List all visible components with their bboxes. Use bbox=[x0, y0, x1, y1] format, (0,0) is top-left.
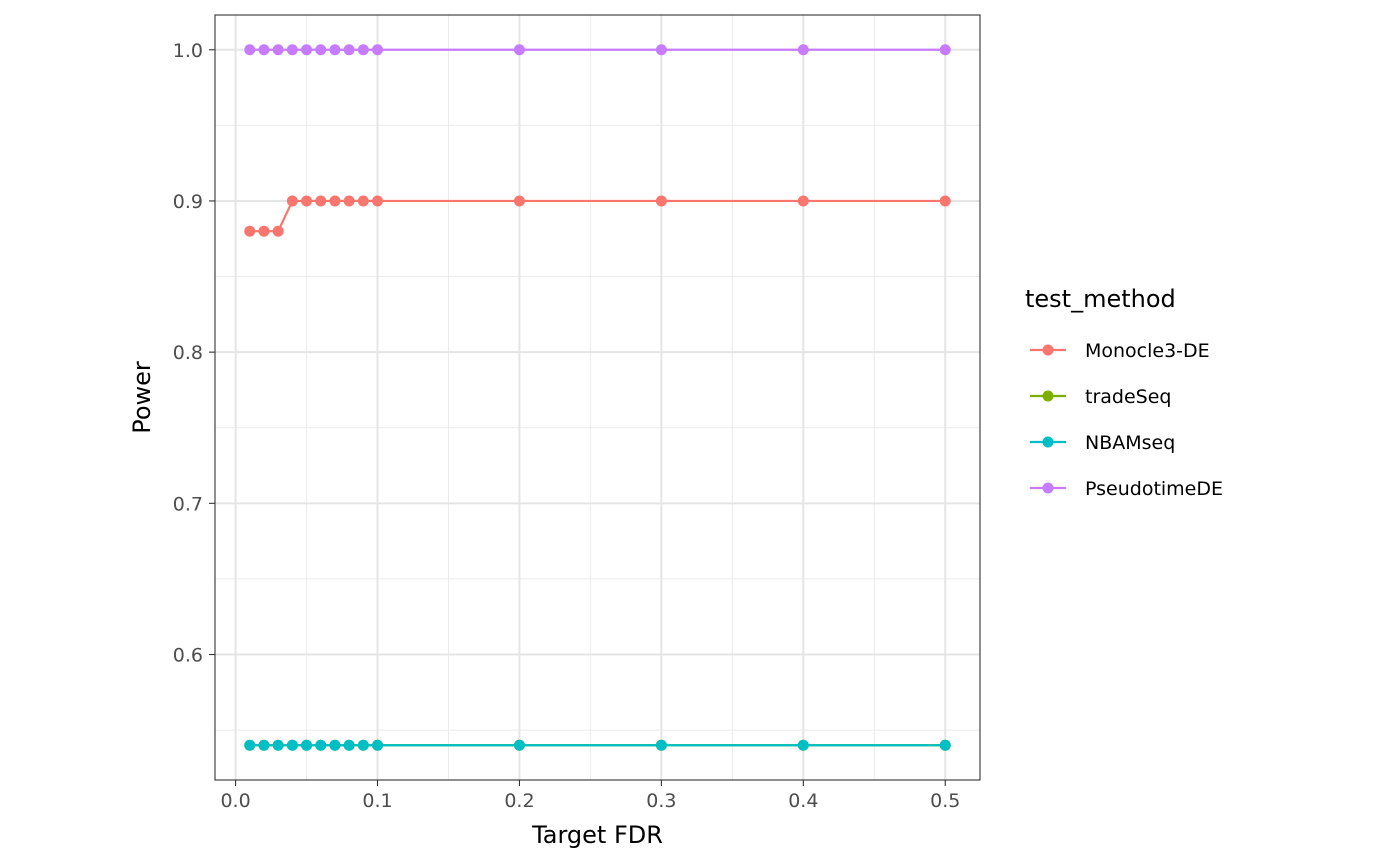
data-point bbox=[372, 195, 384, 207]
legend: test_method Monocle3-DE tradeSeq NBAMseq Ps… bbox=[1025, 285, 1223, 500]
legend-key-point bbox=[1042, 390, 1054, 402]
series-line bbox=[249, 199, 946, 233]
series-monocle3-de bbox=[244, 195, 951, 237]
data-point bbox=[329, 195, 341, 207]
data-point bbox=[286, 44, 298, 56]
data-point bbox=[315, 195, 327, 207]
x-axis-title: Target FDR bbox=[531, 821, 663, 849]
data-point bbox=[315, 739, 327, 751]
data-point bbox=[329, 44, 341, 56]
data-point bbox=[272, 225, 284, 237]
y-axis-title: Power bbox=[128, 361, 156, 434]
x-tick-label: 0.2 bbox=[504, 790, 534, 812]
legend-item: PseudotimeDE bbox=[1030, 478, 1223, 500]
x-tick-label: 0.1 bbox=[362, 790, 392, 812]
data-point bbox=[244, 739, 256, 751]
legend-items: Monocle3-DE tradeSeq NBAMseq PseudotimeDE bbox=[1030, 340, 1223, 500]
data-point bbox=[286, 195, 298, 207]
data-point bbox=[655, 44, 667, 56]
data-point bbox=[797, 195, 809, 207]
legend-label: Monocle3-DE bbox=[1085, 340, 1210, 362]
data-point bbox=[797, 44, 809, 56]
data-point bbox=[655, 195, 667, 207]
y-tick-label: 0.8 bbox=[173, 342, 203, 364]
x-axis: 0.0 0.1 0.2 0.3 0.4 0.5 bbox=[220, 780, 960, 812]
panel-border bbox=[214, 14, 981, 781]
data-point bbox=[655, 739, 667, 751]
data-point bbox=[329, 739, 341, 751]
x-tick-label: 0.3 bbox=[646, 790, 676, 812]
legend-title: test_method bbox=[1025, 285, 1176, 313]
data-point bbox=[315, 44, 327, 56]
data-point bbox=[939, 195, 951, 207]
legend-label: NBAMseq bbox=[1085, 432, 1175, 454]
data-point bbox=[939, 44, 951, 56]
data-point bbox=[372, 44, 384, 56]
data-point bbox=[244, 44, 256, 56]
major-gridlines bbox=[215, 15, 980, 780]
series-pseudotimede bbox=[244, 44, 951, 56]
legend-item: tradeSeq bbox=[1030, 386, 1171, 408]
series-layer bbox=[244, 44, 951, 751]
data-point bbox=[343, 44, 355, 56]
data-point bbox=[301, 195, 313, 207]
data-point bbox=[272, 739, 284, 751]
y-tick-label: 0.6 bbox=[173, 645, 203, 667]
legend-item: Monocle3-DE bbox=[1030, 340, 1210, 362]
x-tick-label: 0.5 bbox=[930, 790, 960, 812]
legend-label: tradeSeq bbox=[1085, 386, 1171, 408]
legend-key-point bbox=[1042, 344, 1054, 356]
series-nbamseq bbox=[244, 739, 951, 751]
data-point bbox=[258, 44, 270, 56]
data-point bbox=[301, 739, 313, 751]
data-point bbox=[357, 739, 369, 751]
data-point bbox=[343, 195, 355, 207]
x-tick-label: 0.0 bbox=[220, 790, 250, 812]
data-point bbox=[939, 739, 951, 751]
data-point bbox=[357, 195, 369, 207]
legend-label: PseudotimeDE bbox=[1085, 478, 1223, 500]
data-point bbox=[286, 739, 298, 751]
x-tick-label: 0.4 bbox=[788, 790, 818, 812]
y-tick-label: 0.9 bbox=[173, 191, 203, 213]
y-tick-label: 0.7 bbox=[173, 493, 203, 515]
y-tick-label: 1.0 bbox=[173, 40, 203, 62]
data-point bbox=[357, 44, 369, 56]
data-point bbox=[513, 739, 525, 751]
data-point bbox=[372, 739, 384, 751]
data-point bbox=[272, 44, 284, 56]
data-point bbox=[513, 195, 525, 207]
data-point bbox=[513, 44, 525, 56]
data-point bbox=[258, 739, 270, 751]
data-point bbox=[301, 44, 313, 56]
legend-key-point bbox=[1042, 482, 1054, 494]
y-axis: 0.6 0.7 0.8 0.9 1.0 bbox=[173, 40, 215, 667]
data-point bbox=[258, 225, 270, 237]
data-point bbox=[244, 225, 256, 237]
legend-key-point bbox=[1042, 436, 1054, 448]
minor-gridlines bbox=[215, 15, 980, 780]
data-point bbox=[797, 739, 809, 751]
legend-item: NBAMseq bbox=[1030, 432, 1175, 454]
data-point bbox=[343, 739, 355, 751]
